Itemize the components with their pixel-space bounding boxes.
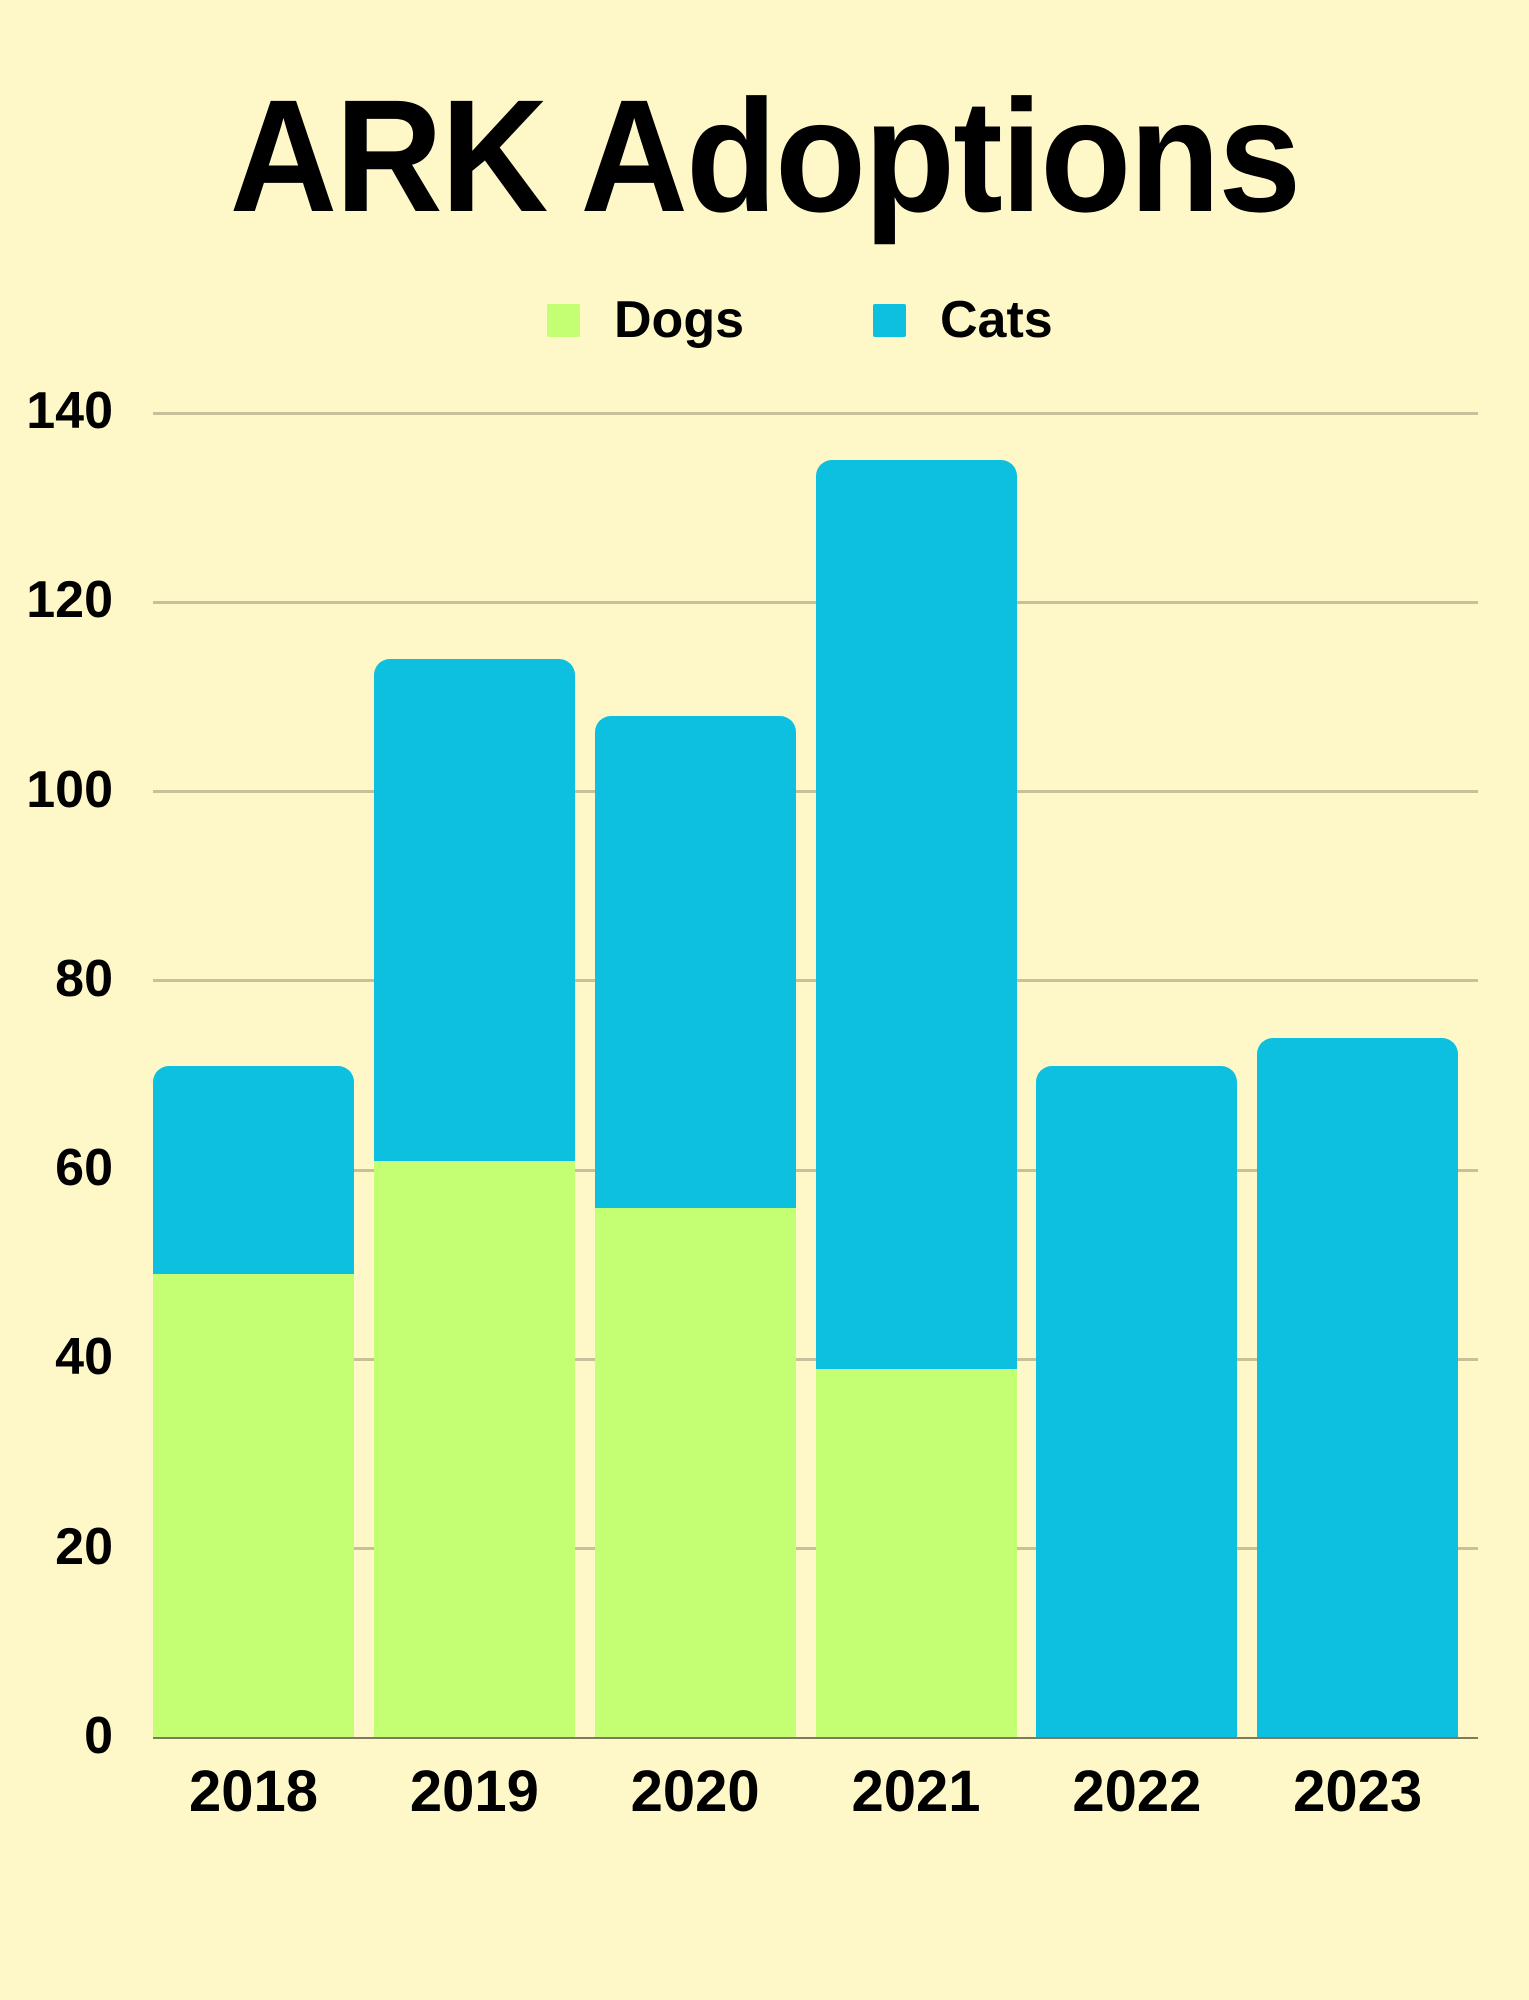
legend: Dogs Cats — [0, 285, 1529, 355]
cats-swatch-icon — [873, 303, 906, 337]
bar-segment-cats — [153, 1066, 354, 1275]
x-tick-label: 2019 — [409, 1759, 539, 1824]
bar-segment-cats — [1257, 1037, 1459, 1738]
bar-2023 — [1257, 1037, 1459, 1738]
legend-label-dogs: Dogs — [614, 291, 744, 349]
bar-segment-dogs — [594, 1207, 796, 1738]
bar-2022 — [1036, 1066, 1238, 1738]
chart-title: ARK Adoptions — [229, 66, 1301, 245]
bar-2020 — [594, 715, 796, 1738]
bar-segment-cats — [373, 659, 575, 1161]
y-tick-label: 20 — [55, 1517, 113, 1576]
x-tick-label: 2023 — [1293, 1759, 1423, 1824]
y-tick-label: 140 — [26, 382, 113, 440]
x-tick-label: 2020 — [630, 1759, 760, 1824]
y-tick-label: 80 — [55, 949, 113, 1008]
x-tick-label: 2018 — [188, 1759, 319, 1824]
gridline — [153, 411, 1478, 415]
bar-segment-cats — [1036, 1066, 1238, 1738]
bar-segment-cats — [594, 715, 796, 1208]
y-tick-label: 120 — [26, 571, 113, 630]
y-tick-label: 60 — [55, 1139, 113, 1198]
bar-segment-dogs — [153, 1274, 354, 1738]
legend-label-cats: Cats — [940, 291, 1053, 349]
bar-segment-dogs — [373, 1160, 575, 1738]
y-tick-label: 40 — [55, 1328, 113, 1387]
x-tick-label: 2022 — [1072, 1759, 1202, 1824]
legend-item-cats: Cats — [873, 285, 1053, 355]
bar-2018 — [153, 1066, 354, 1738]
y-tick-label: 0 — [84, 1707, 113, 1765]
bar-2019 — [373, 659, 575, 1738]
bar-segment-cats — [815, 460, 1017, 1369]
dogs-swatch-icon — [547, 303, 580, 337]
bar-2021 — [815, 460, 1017, 1738]
bar-segment-dogs — [815, 1368, 1017, 1738]
x-tick-label: 2021 — [851, 1759, 981, 1824]
y-tick-label: 100 — [26, 760, 113, 819]
legend-item-dogs: Dogs — [547, 285, 744, 355]
x-axis-line — [153, 1737, 1478, 1739]
